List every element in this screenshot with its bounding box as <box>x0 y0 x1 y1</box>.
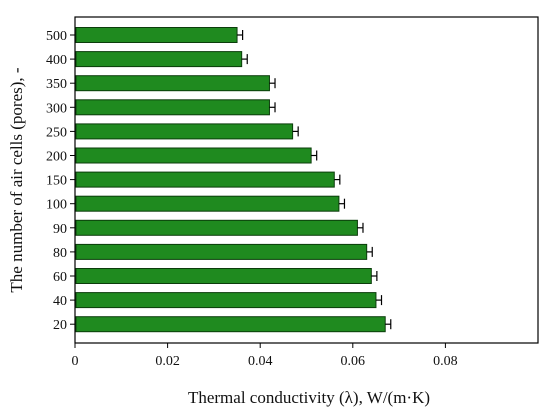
bar <box>75 243 368 260</box>
y-tick-label: 150 <box>46 174 67 189</box>
x-tick-label: 0.08 <box>433 354 458 369</box>
bar <box>75 99 270 116</box>
bar <box>75 195 340 212</box>
bar <box>75 268 372 284</box>
x-tick-label: 0.02 <box>155 354 180 369</box>
y-tick-label: 200 <box>46 150 67 165</box>
bars-group <box>75 27 386 333</box>
bar <box>75 123 294 140</box>
y-tick-label: 80 <box>53 246 67 261</box>
x-axis-ticks: 0 0.02 0.04 0.06 0.08 <box>72 343 458 369</box>
y-axis-ticks: 500 400 350 300 250 200 150 100 90 80 60 40 20 <box>46 29 75 333</box>
x-axis-title: Thermal conductivity (λ), W/(m·K) <box>188 388 430 407</box>
x-tick-label: 0.04 <box>248 354 273 369</box>
x-tick-label: 0.06 <box>341 354 366 369</box>
bar <box>75 316 386 333</box>
y-tick-label: 60 <box>53 270 67 285</box>
bar <box>75 147 312 164</box>
bar <box>75 75 270 92</box>
y-tick-label: 40 <box>53 294 67 309</box>
y-tick-label: 100 <box>46 198 67 213</box>
error-bars-group <box>237 30 392 330</box>
bar <box>75 292 377 309</box>
x-tick-label: 0 <box>72 354 79 369</box>
bar <box>75 219 358 236</box>
bar <box>75 27 238 43</box>
y-tick-label: 500 <box>46 29 67 44</box>
y-tick-label: 350 <box>46 77 67 92</box>
y-tick-label: 400 <box>46 53 67 68</box>
y-tick-label: 90 <box>53 222 67 237</box>
y-tick-label: 20 <box>53 318 67 333</box>
y-tick-label: 250 <box>46 125 67 140</box>
y-tick-label: 300 <box>46 101 67 116</box>
bar <box>75 51 243 68</box>
y-axis-title: The number of air cells (pores), - <box>7 67 26 292</box>
bar <box>75 171 335 188</box>
